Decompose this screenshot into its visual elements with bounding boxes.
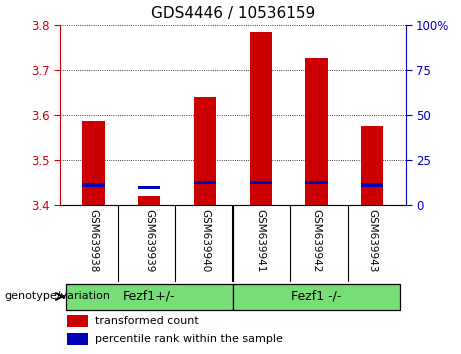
Bar (361, 126, 384, 205)
Bar (194, 181, 216, 184)
Text: GSM639938: GSM639938 (89, 209, 98, 272)
Title: GDS4446 / 10536159: GDS4446 / 10536159 (151, 6, 315, 21)
Bar (194, 97, 216, 205)
Bar (138, 186, 160, 189)
Text: GSM639943: GSM639943 (367, 209, 377, 272)
Bar (249, 181, 272, 184)
Text: GSM639942: GSM639942 (312, 209, 321, 272)
Text: percentile rank within the sample: percentile rank within the sample (95, 334, 283, 344)
Text: Fezf1+/-: Fezf1+/- (123, 290, 175, 303)
Text: transformed count: transformed count (95, 316, 198, 326)
Bar (67, 315, 88, 327)
Text: Fezf1 -/-: Fezf1 -/- (291, 290, 342, 303)
Bar (67, 333, 88, 345)
Bar (305, 58, 328, 205)
Bar (361, 183, 384, 187)
Bar (138, 196, 160, 205)
FancyBboxPatch shape (65, 284, 233, 310)
Bar (249, 32, 272, 205)
Text: GSM639941: GSM639941 (256, 209, 266, 272)
Text: GSM639939: GSM639939 (144, 209, 154, 272)
Bar (82, 183, 105, 187)
Bar (82, 121, 105, 205)
Text: GSM639940: GSM639940 (200, 209, 210, 272)
Text: genotype/variation: genotype/variation (5, 291, 111, 301)
FancyBboxPatch shape (233, 284, 400, 310)
Bar (305, 181, 328, 184)
